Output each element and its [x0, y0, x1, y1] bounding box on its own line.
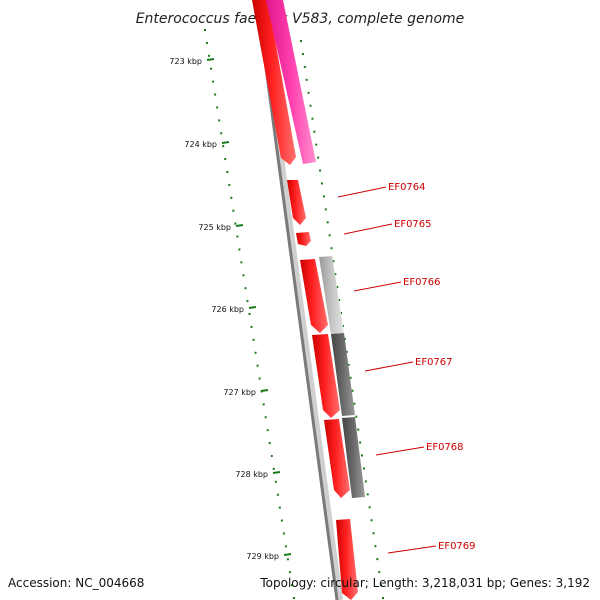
scale-tick-727: 727 kbp — [223, 388, 269, 397]
genome-backbone — [255, 0, 339, 600]
cds-feature-ef0767 — [312, 334, 340, 418]
cds-feature-ef0764 — [287, 180, 306, 225]
scale-tick-723: 723 kbp — [169, 57, 215, 66]
gene-label-ef0767[interactable]: EF0767 — [415, 357, 453, 368]
genome-stats-text: Topology: circular; Length: 3,218,031 bp… — [259, 576, 590, 590]
cds-feature-ef0768 — [324, 419, 350, 498]
tick-label: 724 kbp — [184, 140, 217, 149]
gene-callout-ef0766[interactable]: EF0766 — [353, 277, 441, 292]
gene-callout-ef0769[interactable]: EF0769 — [387, 541, 476, 554]
scale-tick-725: 725 kbp — [198, 223, 244, 232]
cds-feature-pink — [266, 0, 316, 164]
gene-label-ef0765[interactable]: EF0765 — [394, 219, 432, 230]
scale-tick-728: 728 kbp — [235, 470, 281, 479]
inner-ring-dots — [204, 29, 295, 599]
gene-callout-ef0767[interactable]: EF0767 — [364, 357, 453, 372]
cds-feature-ef0769 — [336, 519, 358, 600]
tick-label: 726 kbp — [211, 305, 244, 314]
gene-callout-ef0765[interactable]: EF0765 — [343, 219, 432, 235]
homolog-block-dark-2 — [342, 417, 365, 498]
cds-feature-ef0765 — [296, 232, 311, 246]
gene-label-ef0766[interactable]: EF0766 — [403, 277, 441, 288]
gene-label-ef0768[interactable]: EF0768 — [426, 442, 464, 453]
homolog-block-light — [319, 256, 344, 334]
scale-tick-729: 729 kbp — [246, 552, 292, 561]
scale-tick-724: 724 kbp — [184, 140, 230, 149]
homolog-block-dark-1 — [331, 333, 355, 416]
gene-label-ef0769[interactable]: EF0769 — [438, 541, 476, 552]
cds-feature-top — [252, 0, 296, 165]
tick-label: 728 kbp — [235, 470, 268, 479]
tick-label: 729 kbp — [246, 552, 279, 561]
gene-callout-ef0764[interactable]: EF0764 — [337, 182, 426, 198]
tick-label: 723 kbp — [169, 57, 202, 66]
scale-tick-726: 726 kbp — [211, 305, 257, 314]
tick-label: 727 kbp — [223, 388, 256, 397]
gene-callout-ef0768[interactable]: EF0768 — [375, 442, 464, 456]
gene-label-ef0764[interactable]: EF0764 — [388, 182, 426, 193]
accession-text: Accession: NC_004668 — [8, 576, 144, 590]
cds-feature-ef0766 — [300, 259, 328, 333]
tick-label: 725 kbp — [198, 223, 231, 232]
map-title: Enterococcus faecalis V583, complete gen… — [136, 11, 465, 27]
